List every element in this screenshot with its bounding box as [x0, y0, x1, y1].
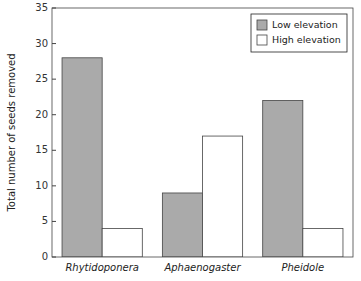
plot-frame — [52, 8, 353, 257]
y-tick — [52, 150, 56, 151]
bar — [102, 229, 142, 257]
y-tick-label: 0 — [42, 251, 48, 262]
y-tick-label: 5 — [42, 215, 48, 226]
chart: 0 5 10 15 20 25 30 35 Total number of seeds remo… — [0, 0, 361, 281]
y-tick — [52, 221, 56, 222]
legend-box — [251, 14, 347, 52]
y-tick — [52, 185, 56, 186]
y-tick — [52, 43, 56, 44]
y-tick-label: 30 — [35, 38, 48, 49]
x-axis: Rhytidoponera Aphaenogaster Pheidole — [65, 262, 324, 273]
x-tick-label: Aphaenogaster — [163, 262, 241, 273]
legend: Low elevation High elevation — [251, 14, 347, 52]
y-tick-label: 25 — [35, 73, 48, 84]
bars — [62, 58, 343, 257]
bar — [62, 58, 102, 257]
bar — [203, 136, 243, 257]
bar — [162, 193, 202, 257]
y-axis-label: Total number of seeds removed — [6, 53, 17, 212]
y-tick-label: 15 — [35, 144, 48, 155]
x-tick-label: Rhytidoponera — [65, 262, 139, 273]
legend-swatch — [257, 35, 267, 45]
legend-swatch — [257, 20, 267, 30]
y-tick — [52, 114, 56, 115]
y-tick — [52, 79, 56, 80]
x-tick-label: Pheidole — [281, 262, 324, 273]
legend-label: Low elevation — [272, 19, 338, 30]
y-axis: 0 5 10 15 20 25 30 35 — [35, 2, 56, 262]
y-tick-label: 10 — [35, 180, 48, 191]
legend-label: High elevation — [272, 34, 341, 45]
bar — [303, 229, 343, 257]
y-tick-label: 35 — [35, 2, 48, 13]
y-tick-label: 20 — [35, 109, 48, 120]
bar — [263, 100, 303, 257]
